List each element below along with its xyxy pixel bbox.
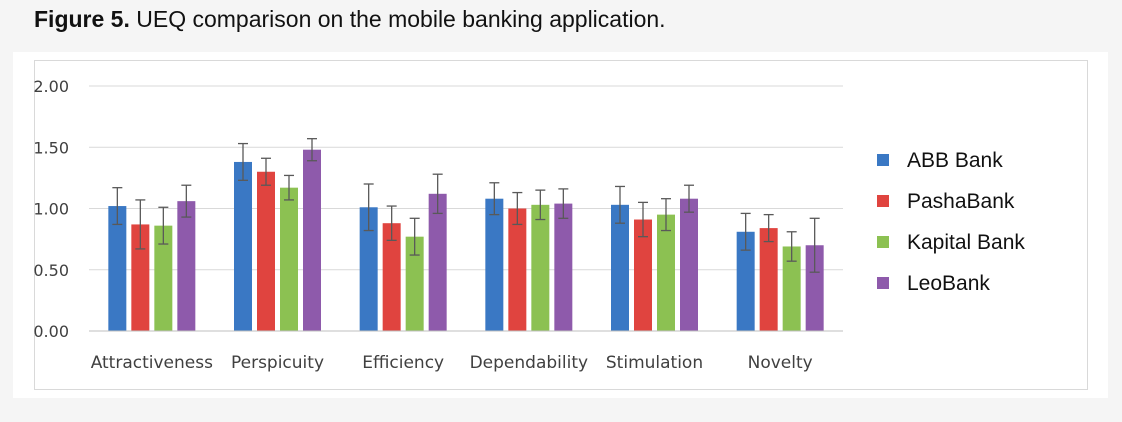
bar [382,223,401,331]
bar [257,171,275,331]
bar [428,193,447,331]
y-tick-label: 0.50 [33,261,69,280]
bar [154,225,173,331]
x-category-label: Dependability [470,353,588,373]
bar [131,224,150,331]
legend-swatch [877,154,889,166]
bar [177,201,196,331]
y-tick-label: 2.00 [33,77,69,96]
bar [359,207,378,331]
bar [680,198,698,331]
bar [280,187,298,331]
ueq-bar-chart: 0.00 0.50 1.00 1.50 2.00 Attractiveness Perspi… [33,77,1025,373]
legend-label: Kapital Bank [907,231,1025,254]
bar [782,246,801,331]
x-category-label: Efficiency [362,353,444,373]
legend-swatch [877,277,889,289]
chart-panel: 0.00 0.50 1.00 1.50 2.00 Attractiveness Perspi… [13,52,1108,398]
bar [805,245,824,331]
bar [736,231,755,331]
chart-frame [34,60,1088,390]
bar [531,204,550,331]
bar [108,206,127,331]
x-category-label: Perspicuity [231,353,324,373]
bar [657,214,675,331]
bar [485,198,504,331]
legend-label: PashaBank [907,190,1015,213]
figure-label: Figure 5. [34,6,130,32]
x-category-label: Stimulation [606,353,703,373]
x-category-label: Novelty [748,353,813,373]
figure-caption: Figure 5. UEQ comparison on the mobile b… [34,6,666,33]
y-tick-label: 1.00 [33,200,69,219]
bar [634,219,652,331]
legend-swatch [877,236,889,248]
bar [759,228,778,331]
bar [508,208,527,331]
bar [554,203,573,331]
legend-swatch [877,195,889,207]
legend-label: LeoBank [907,272,990,295]
bar [303,149,321,331]
bar [234,161,252,331]
bar [405,236,424,331]
legend-label: ABB Bank [907,149,1003,172]
y-tick-label: 0.00 [33,322,69,341]
y-tick-label: 1.50 [33,138,69,157]
figure-caption-text: UEQ comparison on the mobile banking app… [129,6,666,32]
bar [611,204,629,331]
x-category-label: Attractiveness [91,353,213,373]
